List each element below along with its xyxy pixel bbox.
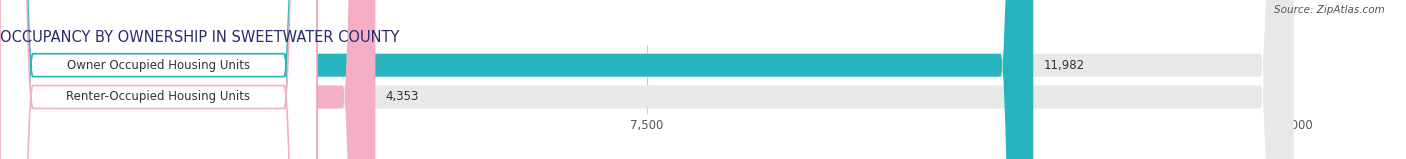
FancyBboxPatch shape — [0, 0, 1294, 159]
Text: Source: ZipAtlas.com: Source: ZipAtlas.com — [1274, 5, 1385, 15]
FancyBboxPatch shape — [0, 0, 316, 159]
FancyBboxPatch shape — [0, 0, 1294, 159]
Text: Owner Occupied Housing Units: Owner Occupied Housing Units — [67, 59, 250, 72]
Text: 4,353: 4,353 — [385, 90, 419, 104]
FancyBboxPatch shape — [0, 0, 1033, 159]
Text: Renter-Occupied Housing Units: Renter-Occupied Housing Units — [66, 90, 250, 104]
FancyBboxPatch shape — [0, 0, 375, 159]
Text: OCCUPANCY BY OWNERSHIP IN SWEETWATER COUNTY: OCCUPANCY BY OWNERSHIP IN SWEETWATER COU… — [0, 30, 399, 45]
Text: 11,982: 11,982 — [1043, 59, 1085, 72]
FancyBboxPatch shape — [0, 0, 316, 159]
